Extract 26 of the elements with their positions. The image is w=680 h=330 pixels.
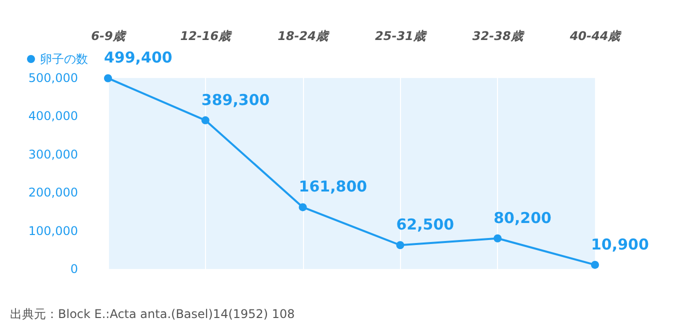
x-tick-label: 18-24歳 — [278, 29, 330, 43]
x-tick-label: 6-9歳 — [91, 29, 127, 43]
point — [201, 116, 210, 124]
data-label: 499,400 — [104, 48, 172, 67]
x-tick-label: 32-38歳 — [472, 29, 525, 43]
point — [298, 203, 307, 212]
y-tick-label: 0 — [70, 262, 78, 276]
data-label: 80,200 — [494, 208, 552, 227]
data-label: 389,300 — [201, 90, 270, 109]
y-tick-label: 200,000 — [28, 186, 78, 200]
y-tick-label: 100,000 — [28, 224, 78, 238]
legend-label: 卵子の数 — [40, 52, 88, 66]
x-tick-label: 25-31歳 — [375, 29, 428, 43]
data-label: 62,500 — [396, 216, 454, 234]
point — [396, 241, 404, 250]
x-tick-label: 40-44歳 — [568, 29, 622, 43]
data-label: 10,900 — [591, 235, 649, 254]
y-tick-label: 300,000 — [28, 147, 78, 162]
x-tick-label: 12-16歳 — [180, 29, 233, 43]
y-tick-label: 400,000 — [28, 109, 78, 124]
point — [591, 260, 599, 269]
text: 出典元：Block E.:Acta anta.(Basel)14(1952) 108 — [10, 307, 295, 321]
point — [104, 74, 112, 82]
y-tick-label: 500,000 — [28, 71, 78, 85]
data-label: 161,800 — [298, 178, 368, 196]
point — [494, 234, 502, 242]
